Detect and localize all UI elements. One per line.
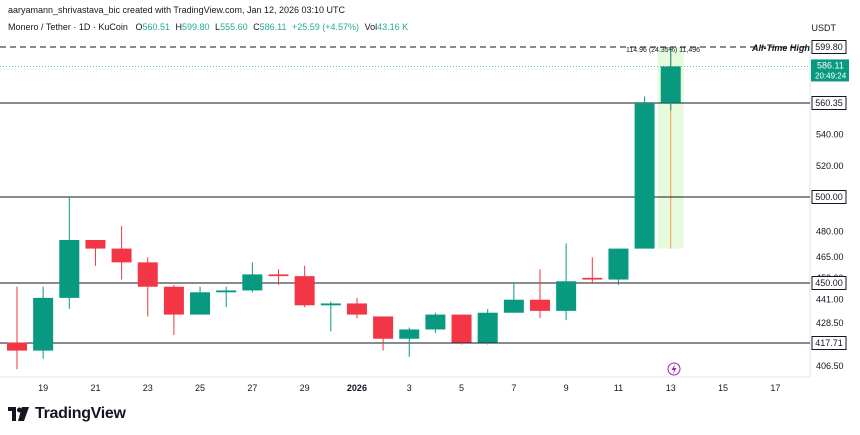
tradingview-wordmark: TradingView xyxy=(35,405,126,422)
candle-body xyxy=(582,277,603,280)
candle-body xyxy=(608,248,629,280)
y-tick-label: 480.00 xyxy=(816,226,844,236)
candle-body xyxy=(477,312,498,343)
candle-body xyxy=(85,240,106,249)
x-tick-label: 11 xyxy=(614,383,623,393)
ohlc-change-value: +25.59 (+4.57%) xyxy=(291,22,360,32)
x-tick-label: 7 xyxy=(511,383,516,393)
x-tick-label: 21 xyxy=(90,383,100,393)
candle-body xyxy=(242,274,263,291)
ohlc-high-value: 599.80 xyxy=(182,22,210,32)
candle-body xyxy=(634,103,655,249)
y-tick-label: 520.00 xyxy=(816,161,844,171)
candle-body xyxy=(294,276,315,306)
tradingview-logo[interactable]: TradingView xyxy=(8,405,126,423)
x-tick-label: 23 xyxy=(143,383,153,393)
candle-body xyxy=(59,240,80,298)
price-tag-box xyxy=(811,190,847,204)
ohlc-low-label: L xyxy=(215,22,221,32)
x-tick-label: 29 xyxy=(300,383,310,393)
candle-body xyxy=(111,248,132,263)
bar-countdown: 20:49:24 xyxy=(815,71,847,80)
symbol-name[interactable]: Monero / Tether · 1D · KuCoin xyxy=(8,22,128,32)
candle-body xyxy=(660,66,681,103)
ohlc-close-value: 586.11 xyxy=(259,22,287,32)
x-tick-label: 13 xyxy=(666,383,676,393)
x-tick-label: 25 xyxy=(195,383,205,393)
x-tick-label: 19 xyxy=(38,383,48,393)
candle-body xyxy=(33,297,54,351)
candle-body xyxy=(216,290,237,293)
candle-body xyxy=(556,281,577,311)
x-tick-label: 17 xyxy=(770,383,780,393)
candle-body xyxy=(399,329,420,339)
ohlc-open-value: 560.51 xyxy=(142,22,170,32)
price-tag-599.80: 599.80 xyxy=(815,42,843,52)
candle-body xyxy=(268,274,289,277)
ohlc-close-label: C xyxy=(253,22,260,32)
volume-value: 43.16 K xyxy=(377,22,409,32)
price-tag-box xyxy=(811,336,847,350)
candle-body xyxy=(530,299,550,311)
current-price-value: 586.11 xyxy=(817,60,844,70)
ohlc-open-label: O xyxy=(135,22,143,32)
credit-text: aaryamann_shrivastava_bic created with T… xyxy=(8,5,346,15)
y-tick-label: 406.50 xyxy=(816,361,844,371)
y-tick-label: 441.00 xyxy=(816,295,844,305)
x-tick-label: 9 xyxy=(564,383,569,393)
y-tick-label: 540.00 xyxy=(816,130,844,140)
candle-body xyxy=(137,262,158,287)
x-tick-label: 27 xyxy=(247,383,257,393)
ohlc-high-label: H xyxy=(175,22,183,32)
ohlc-low-value: 555.60 xyxy=(220,22,248,32)
currency-label[interactable]: USDT xyxy=(811,23,837,33)
price-tag-500.00: 500.00 xyxy=(815,192,843,202)
y-tick-label: 428.50 xyxy=(816,318,844,328)
lightning-icon xyxy=(671,364,677,374)
candle-body xyxy=(346,303,367,315)
price-tag-box xyxy=(811,276,847,290)
candle-body xyxy=(190,292,211,315)
current-price-tag xyxy=(811,59,849,82)
measure-label: 114.96 (24.35%) 11,496 xyxy=(626,47,701,54)
tradingview-icon xyxy=(8,407,29,421)
x-tick-label: 5 xyxy=(459,383,464,393)
candle-body xyxy=(451,314,472,343)
candle-body xyxy=(320,303,341,306)
volume-label: Vol xyxy=(364,22,378,32)
candle-body xyxy=(425,314,446,330)
y-tick-label: 465.00 xyxy=(816,252,844,262)
ath-label: All-Time High xyxy=(752,43,810,53)
price-tag-417.71: 417.71 xyxy=(815,338,843,348)
candle-body xyxy=(503,299,524,313)
candle-body xyxy=(7,342,27,351)
price-tag-450.00: 450.00 xyxy=(815,278,843,288)
price-tag-box xyxy=(811,40,847,54)
year-label: 2026 xyxy=(347,383,367,393)
candle-body xyxy=(373,316,394,339)
candle-body xyxy=(163,286,184,315)
price-tag-box xyxy=(811,96,847,110)
price-tag-560.35: 560.35 xyxy=(815,98,843,108)
x-tick-label: 3 xyxy=(407,383,412,393)
symbol-info: Monero / Tether · 1D · KuCoin O560.51 H5… xyxy=(8,22,411,32)
x-tick-label: 15 xyxy=(718,383,728,393)
